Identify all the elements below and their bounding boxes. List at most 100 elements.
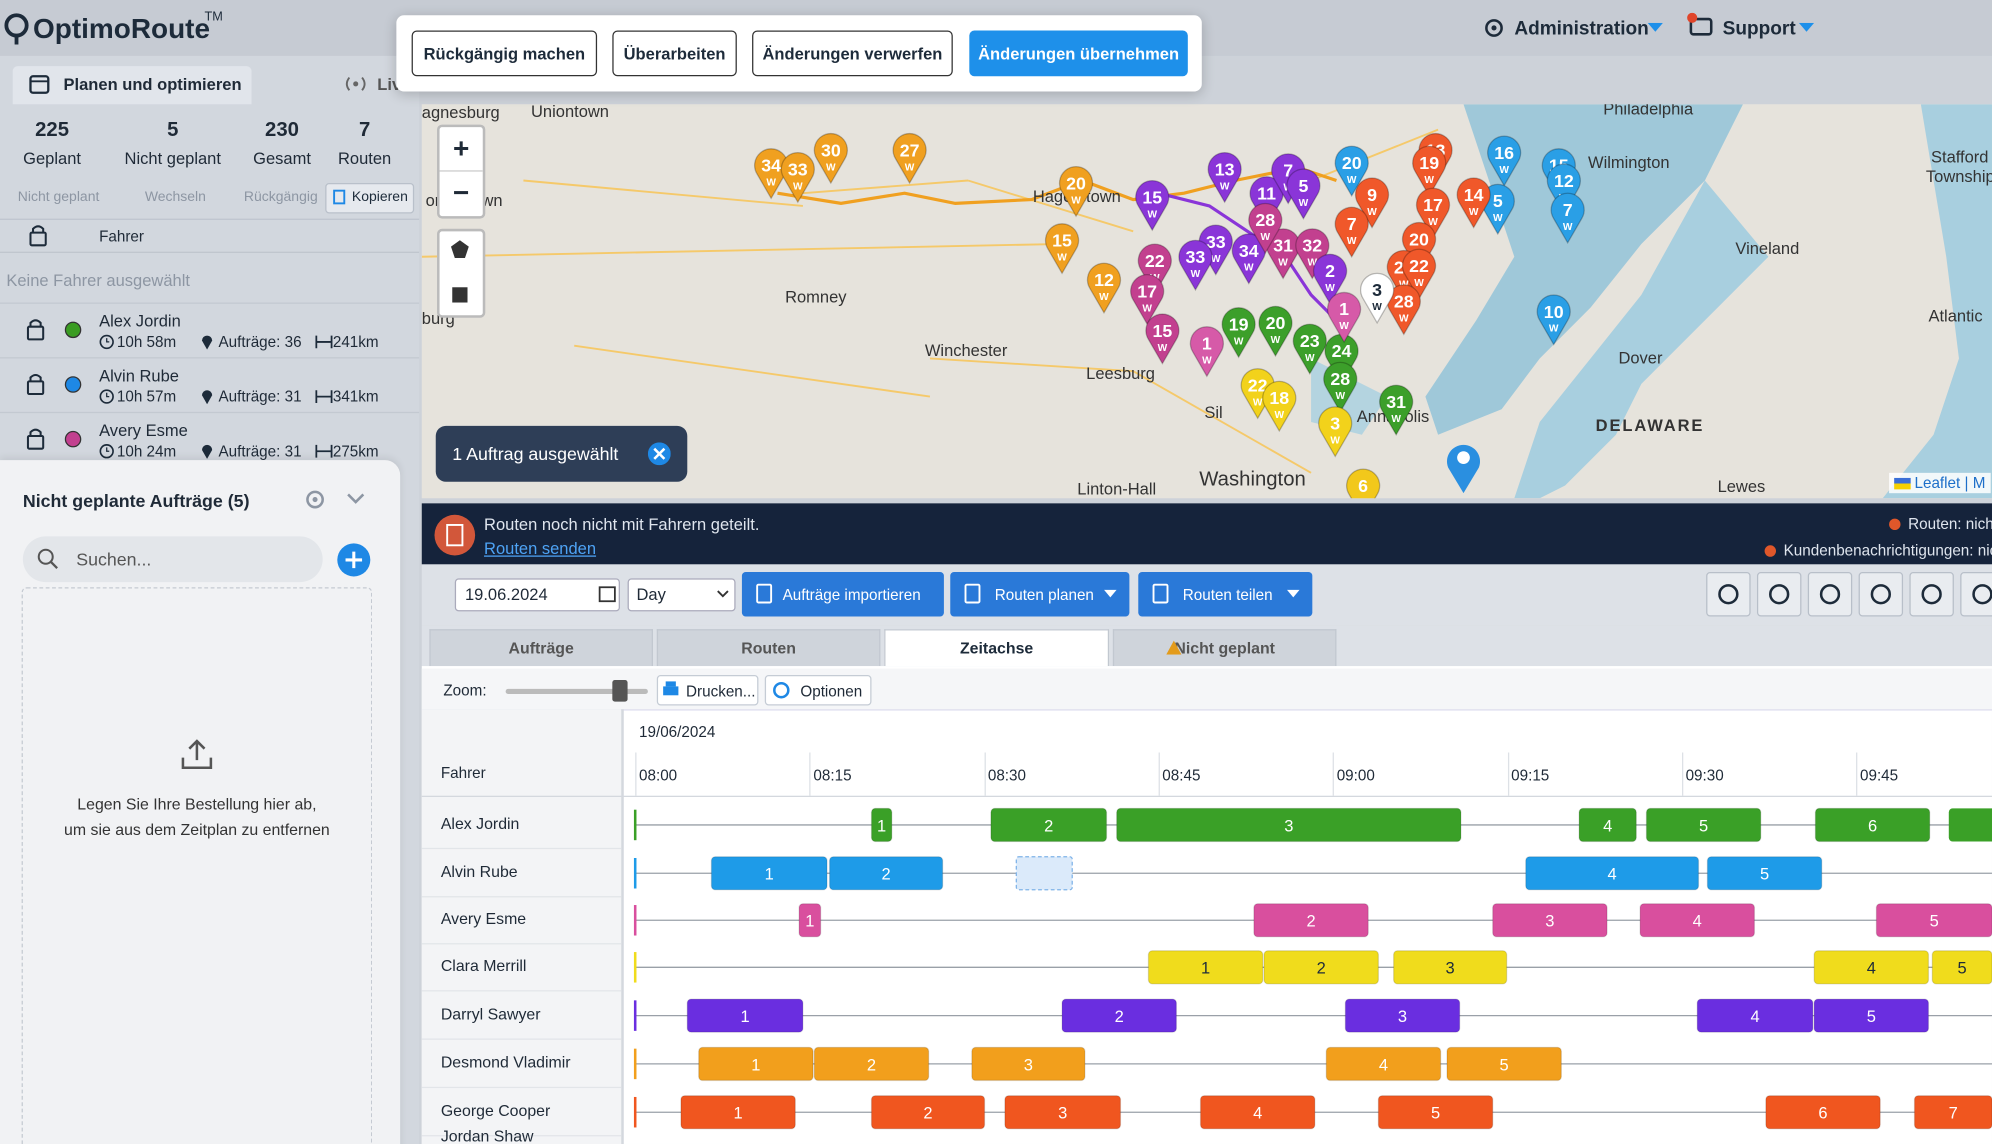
tool-button[interactable] (1756, 571, 1802, 617)
driver-color (64, 430, 82, 448)
pin-label: 30 (821, 140, 841, 160)
view-tab[interactable]: Aufträge (429, 629, 653, 667)
action[interactable]: Nicht geplant (17, 189, 100, 205)
order-label: 3 (1284, 817, 1293, 835)
action-button[interactable] (741, 571, 944, 617)
toolbar-button[interactable]: Änderungen übernehmen (969, 30, 1188, 77)
tool-button[interactable] (1706, 571, 1751, 617)
zoom-slider[interactable] (505, 688, 648, 695)
row-driver-name[interactable]: Jordan Shaw (440, 1127, 534, 1144)
action[interactable]: Rückgängig (243, 189, 318, 205)
tool-button[interactable] (1909, 571, 1954, 617)
map-pin (1130, 274, 1165, 326)
view-tab[interactable]: Zeitachse (884, 629, 1110, 667)
calendar-icon (598, 586, 616, 603)
driver-orders: Aufträge: 31 (218, 387, 302, 406)
tool-icon (1819, 584, 1841, 605)
print-icon (663, 681, 679, 696)
pin-label: 18 (1269, 388, 1289, 408)
row-driver-name[interactable]: Alvin Rube (440, 863, 518, 881)
pin-label: 33 (788, 159, 808, 179)
map-pin (1334, 206, 1369, 259)
pin-suffix: W (1071, 195, 1081, 206)
order-label: 2 (1317, 960, 1326, 978)
time-label: 09:00 (1336, 766, 1375, 785)
admin-menu[interactable]: Administration (1514, 17, 1649, 40)
support-icon (1687, 12, 1713, 36)
order-block (1525, 856, 1700, 891)
view-value: Day (636, 584, 666, 604)
toolbar-button[interactable]: Überarbeiten (612, 30, 737, 77)
map-pin (1379, 384, 1414, 436)
support-menu[interactable]: Support (1722, 17, 1796, 40)
time-label: 08:30 (987, 766, 1027, 785)
clear-selection[interactable] (647, 442, 671, 466)
row-driver-name[interactable]: George Cooper (440, 1102, 551, 1120)
order-label: 1 (805, 913, 814, 931)
tool-button[interactable] (1858, 571, 1904, 617)
view-select[interactable] (627, 578, 736, 612)
order-block (1645, 807, 1762, 843)
road (1310, 128, 1439, 182)
search-box[interactable] (22, 536, 323, 583)
zoom-in[interactable]: + (452, 132, 470, 164)
tool-button[interactable] (1807, 571, 1853, 617)
driver-name[interactable]: Alex Jordin (99, 311, 181, 331)
row-driver-name[interactable]: Alex Jordin (440, 814, 520, 833)
order-label: 5 (1867, 1008, 1876, 1026)
pin-label: 11 (1257, 184, 1276, 204)
map-pin (780, 152, 815, 204)
zoom-thumb[interactable] (612, 680, 628, 702)
view-tab[interactable]: Nicht geplant (1112, 629, 1337, 667)
pin-suffix: W (1142, 303, 1152, 314)
rectangle-tool (452, 287, 468, 303)
place-label: Township (1926, 168, 1992, 186)
tool-button[interactable] (1960, 571, 1992, 617)
driver-time: 10h 57m (116, 387, 177, 406)
notice-link[interactable]: Routen senden (484, 538, 597, 559)
zoom-out[interactable]: − (439, 170, 483, 214)
sidebar-tab[interactable]: Planen und optimieren (63, 74, 242, 95)
driver-color (64, 321, 82, 339)
driver-name[interactable]: Alvin Rube (99, 366, 179, 386)
pin-label: 5 (1493, 191, 1503, 211)
place-label: Romney (785, 289, 847, 307)
action[interactable]: Wechseln (144, 189, 206, 205)
search-placeholder: Suchen... (76, 549, 152, 570)
row-driver-name[interactable]: Clara Merrill (440, 957, 527, 975)
button-label: Routen planen (994, 585, 1094, 604)
place-label: Uniontown (531, 104, 609, 121)
toolbar-button[interactable]: Änderungen verwerfen (752, 30, 953, 77)
row-driver-name[interactable]: Darryl Sawyer (440, 1005, 541, 1024)
pin-label: 34 (1239, 241, 1259, 261)
driver-color (64, 376, 82, 393)
map-pin (1550, 192, 1585, 245)
order-block (1948, 808, 1992, 842)
toolbar-button[interactable]: Rückgängig machen (411, 30, 598, 77)
driver-name[interactable]: Avery Esme (99, 420, 188, 440)
road (929, 357, 1134, 373)
pin-suffix: W (1424, 175, 1434, 186)
map-pin (1249, 176, 1284, 228)
driver-header: Fahrer (99, 227, 144, 246)
order-block (1199, 1095, 1316, 1130)
pin-suffix: W (1330, 436, 1340, 447)
date-input[interactable] (454, 578, 620, 612)
order-label: 5 (1699, 817, 1708, 835)
action[interactable]: Kopieren (351, 189, 408, 205)
view-tab[interactable]: Routen (656, 629, 881, 667)
add-button[interactable] (337, 543, 371, 577)
settings-icon (306, 490, 324, 509)
order-block (1814, 807, 1931, 843)
options-button[interactable] (764, 674, 872, 706)
stat-label: Routen (337, 148, 392, 168)
row-driver-name[interactable]: Avery Esme (440, 910, 527, 928)
clock-icon (99, 389, 114, 404)
row-driver-name[interactable]: Desmond Vladimir (440, 1053, 571, 1072)
place-label: Lewes (1718, 478, 1766, 496)
order-block (1253, 903, 1369, 938)
date-value: 19.06.2024 (464, 584, 548, 604)
pin-label: 28 (1394, 292, 1414, 312)
